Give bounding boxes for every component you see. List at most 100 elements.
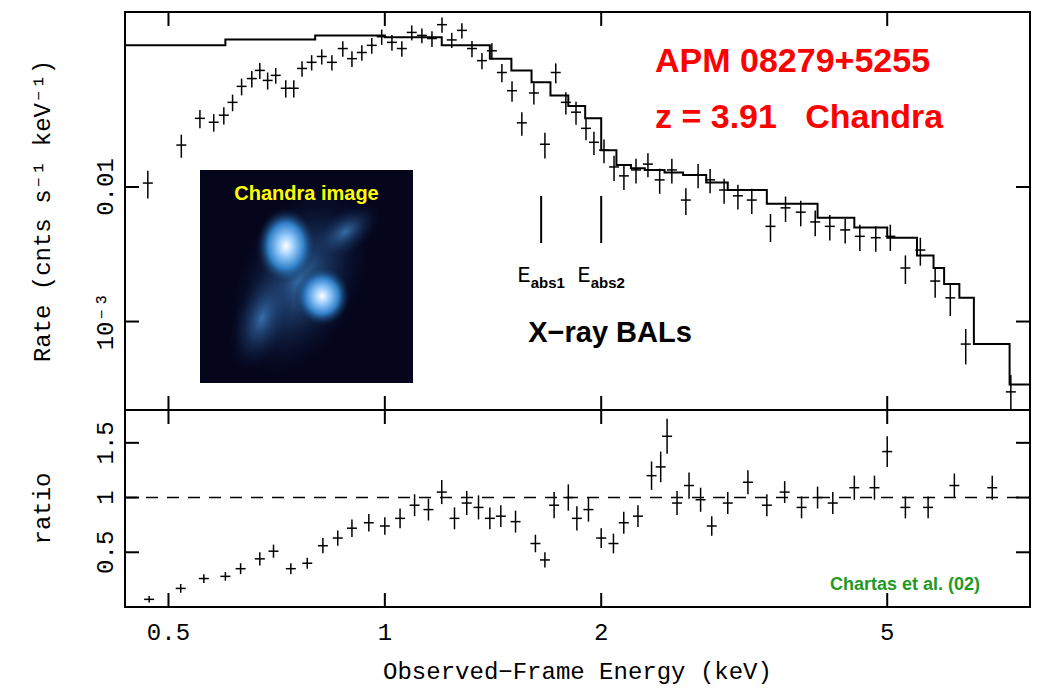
data-point [477,53,487,69]
point-cross [338,48,348,50]
error-bar [603,139,605,163]
data-point [684,472,694,498]
point-cross [387,42,397,44]
data-point [209,114,219,131]
point-cross [871,237,881,239]
error-bar [859,225,861,251]
data-point [395,509,405,529]
data-point [609,156,619,181]
point-cross [945,297,955,299]
error-bar [814,210,816,236]
y-tick [125,442,139,444]
data-point [633,505,643,527]
point-cross [596,537,606,539]
data-point [871,226,881,251]
point-cross [449,518,459,520]
data-point [656,452,666,483]
x-tick [384,410,386,424]
point-cross [263,80,273,82]
point-cross [176,588,186,590]
point-cross [474,507,484,509]
point-cross [297,68,307,70]
point-cross [781,207,791,209]
error-bar [751,189,753,214]
point-cross [549,504,559,506]
marker-label: Eabs1 [517,264,564,291]
error-bar [613,156,615,181]
point-cross [743,481,753,483]
y-tick [125,551,139,553]
data-point [840,219,850,244]
data-point [813,487,823,509]
error-bar [920,238,922,266]
point-cross [949,485,959,487]
point-cross [496,515,506,517]
data-point [855,225,865,251]
point-cross [199,578,209,580]
x-tick-label: 2 [594,620,608,647]
x-tick-label: 5 [880,620,894,647]
data-point [427,31,437,47]
point-cross [367,45,377,47]
data-point [540,552,550,567]
data-point [289,80,299,97]
inset-label: Chandra image [234,182,378,204]
data-point [743,470,753,494]
data-point [347,51,357,67]
data-point [643,153,653,177]
marker-line [540,196,542,243]
data-point [143,171,153,199]
data-point [255,552,265,565]
point-cross [333,537,343,539]
point-cross [318,545,328,547]
data-point [417,28,427,43]
data-point [662,419,672,454]
data-point [961,329,971,364]
data-point [693,164,703,188]
point-cross [684,485,694,487]
point-cross [855,236,865,238]
point-cross [255,558,265,560]
data-point [987,476,997,500]
y-tick-label: 1.5 [93,421,120,464]
data-point [199,574,209,583]
data-point [780,481,790,503]
error-bar [647,153,649,177]
point-cross [923,507,933,509]
error-bar [671,159,673,184]
point-cross [195,118,205,120]
data-point [797,496,807,518]
x-tick-label: 1 [378,620,392,647]
point-cross [289,88,299,90]
point-cross [236,568,246,570]
point-cross [307,62,317,64]
inset-image [200,170,413,383]
data-point [900,496,910,518]
x-tick [886,410,888,424]
model-line [125,35,1030,384]
point-cross [220,576,230,578]
data-point [762,494,772,516]
point-cross [696,499,706,501]
point-cross [780,491,790,493]
data-point [551,63,561,83]
data-point [317,49,327,64]
point-cross [317,56,327,58]
point-cross [631,169,641,171]
point-cross [643,163,653,165]
data-point [723,492,733,514]
error-bar [950,284,952,316]
data-point [297,61,307,76]
point-cross [417,35,427,37]
point-cross [825,226,835,228]
reference-line [125,497,1030,499]
marker-symbol: E [577,264,590,289]
error-bar [181,135,183,158]
point-cross [364,522,374,524]
data-point [144,596,154,603]
chart: 0.0110⁻³Rate (cnts s⁻¹ keV⁻¹)Chandra ima… [0,0,1038,692]
data-point [410,494,420,516]
point-cross [655,179,665,181]
point-cross [395,518,405,520]
x-tick [384,593,386,607]
